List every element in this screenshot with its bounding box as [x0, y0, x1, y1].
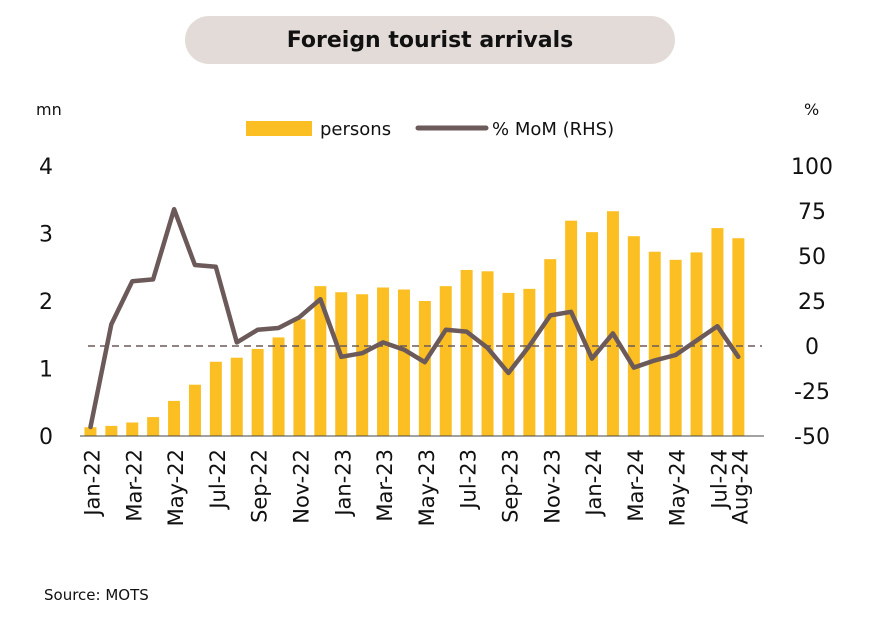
bar-apr-22: [147, 417, 160, 436]
bar-jun-22: [188, 384, 201, 436]
right-tick-label: 50: [798, 245, 826, 270]
bar-jul-22: [209, 361, 222, 436]
left-tick-label: 4: [39, 155, 53, 180]
chart-title: Foreign tourist arrivals: [185, 16, 675, 64]
x-tick-label: Nov-22: [289, 449, 313, 524]
x-tick-label: May-23: [415, 449, 439, 526]
bar-aug-24: [732, 238, 745, 436]
bars-persons: [84, 211, 745, 436]
bar-nov-22: [293, 319, 306, 436]
bar-may-23: [418, 301, 431, 436]
x-tick-label: Jul-23: [457, 449, 481, 511]
right-tick-label: -50: [794, 425, 830, 450]
bar-sep-22: [251, 348, 264, 436]
bar-oct-22: [272, 337, 285, 436]
bar-may-24: [669, 259, 682, 436]
x-tick-label: May-22: [164, 449, 188, 526]
x-tick-label: Mar-23: [373, 449, 397, 522]
bar-apr-24: [648, 251, 661, 436]
bar-feb-24: [606, 211, 619, 436]
bar-jan-23: [335, 292, 348, 436]
left-axis-unit: mn: [36, 100, 62, 119]
x-tick-label: Jul-22: [206, 449, 230, 511]
left-tick-label: 3: [39, 223, 53, 248]
x-tick-label: Jan-24: [582, 449, 606, 518]
x-tick-label: Jan-23: [331, 449, 355, 518]
bar-may-22: [168, 400, 181, 436]
bar-mar-23: [377, 287, 390, 436]
right-tick-label: 25: [798, 290, 826, 315]
x-tick-label: Sep-23: [498, 449, 522, 523]
bar-mar-24: [627, 236, 640, 436]
x-tick-label: Mar-22: [122, 449, 146, 522]
bar-sep-23: [502, 292, 515, 436]
bar-jan-24: [586, 232, 599, 436]
right-tick-label: -25: [794, 380, 830, 405]
bar-jun-24: [690, 252, 703, 436]
source-note: Source: MOTS: [44, 586, 149, 604]
bar-jul-24: [711, 228, 724, 436]
right-tick-label: 75: [798, 200, 826, 225]
left-axis-ticks: 0 1 2 3 4: [39, 155, 53, 450]
x-axis-ticks: Jan-22 Mar-22 May-22 Jul-22 Sep-22 Nov-22 Jan-…: [80, 449, 752, 526]
bar-nov-23: [544, 259, 557, 436]
left-tick-label: 1: [39, 358, 53, 383]
x-tick-label: Aug-24: [728, 449, 752, 524]
legend-label-persons: persons: [320, 119, 391, 140]
x-tick-label: May-24: [666, 449, 690, 526]
bar-dec-22: [314, 286, 327, 436]
right-tick-label: 100: [791, 155, 833, 180]
bar-feb-22: [105, 425, 118, 436]
x-tick-label: Mar-24: [624, 449, 648, 522]
bar-feb-23: [356, 294, 369, 436]
x-tick-label: Nov-23: [540, 449, 564, 524]
bar-dec-23: [565, 220, 578, 436]
x-tick-label: Jan-22: [80, 449, 104, 518]
x-tick-label: Sep-22: [248, 449, 272, 523]
bar-jul-23: [460, 269, 473, 436]
left-tick-label: 0: [39, 425, 53, 450]
bar-jun-23: [439, 286, 452, 436]
legend-swatch-persons: [246, 121, 312, 136]
x-tick-label: Jul-24: [707, 449, 731, 511]
bar-mar-22: [126, 422, 139, 436]
bar-aug-23: [481, 271, 494, 436]
line-mom: [88, 206, 741, 430]
right-axis-ticks: -50 -25 0 25 50 75 100: [791, 155, 833, 450]
right-tick-label: 0: [805, 335, 819, 360]
bar-jan-22: [84, 427, 97, 436]
bar-oct-23: [523, 288, 536, 436]
bar-apr-23: [397, 289, 410, 436]
bar-aug-22: [230, 357, 243, 436]
legend-label-mom: % MoM (RHS): [492, 119, 614, 140]
left-tick-label: 2: [39, 290, 53, 315]
right-axis-unit: %: [804, 100, 819, 119]
legend: persons % MoM (RHS): [246, 119, 614, 140]
